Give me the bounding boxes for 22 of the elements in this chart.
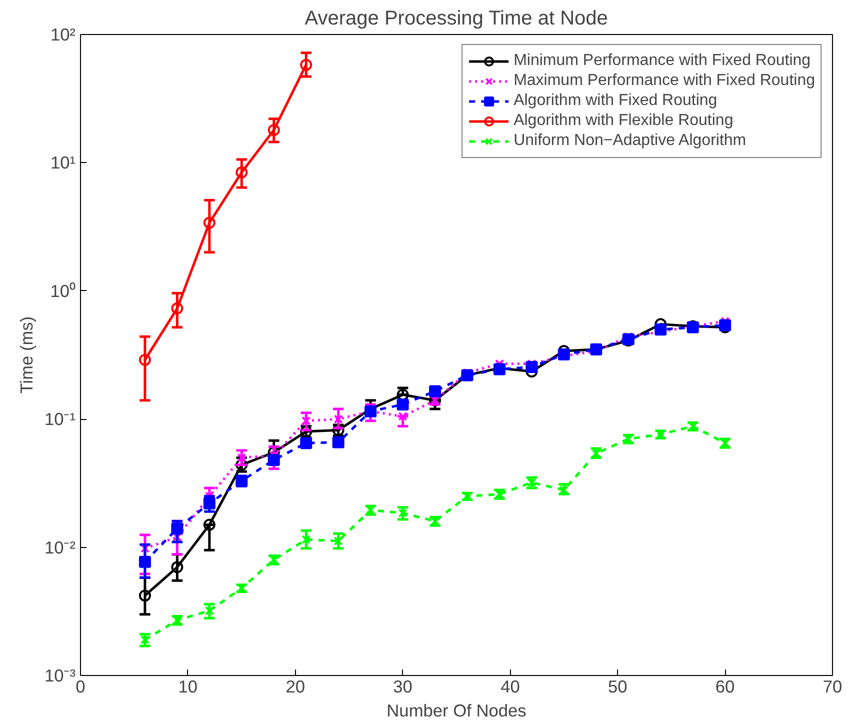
x-tick-label: 0 xyxy=(76,676,86,696)
legend-label: Algorithm with Fixed Routing xyxy=(514,91,718,111)
x-tick-label: 20 xyxy=(286,676,305,696)
y-tick-label: 10⁻³ xyxy=(44,666,76,686)
y-tick-label: 10⁻² xyxy=(44,537,76,558)
legend-label: Minimum Performance with Fixed Routing xyxy=(514,51,811,71)
y-tick-label: 10⁰ xyxy=(50,280,76,301)
y-axis-title: Time (ms) xyxy=(16,316,36,394)
chart-title: Average Processing Time at Node xyxy=(304,8,608,30)
x-axis-title: Number Of Nodes xyxy=(386,700,527,720)
y-tick-label: 10¹ xyxy=(50,152,76,173)
x-tick-label: 50 xyxy=(608,676,628,696)
x-tick-label: 10 xyxy=(178,676,198,696)
x-tick-label: 30 xyxy=(393,676,412,696)
x-tick-label: 70 xyxy=(822,676,842,696)
x-tick-label: 60 xyxy=(715,676,735,696)
x-tick-label: 40 xyxy=(500,676,520,696)
y-tick-label: 10² xyxy=(50,24,76,44)
y-tick-label: 10⁻¹ xyxy=(44,409,76,430)
legend-label: Algorithm with Flexible Routing xyxy=(514,111,734,131)
legend-label: Uniform Non−Adaptive Algorithm xyxy=(514,131,746,151)
legend-label: Maximum Performance with Fixed Routing xyxy=(514,71,815,91)
